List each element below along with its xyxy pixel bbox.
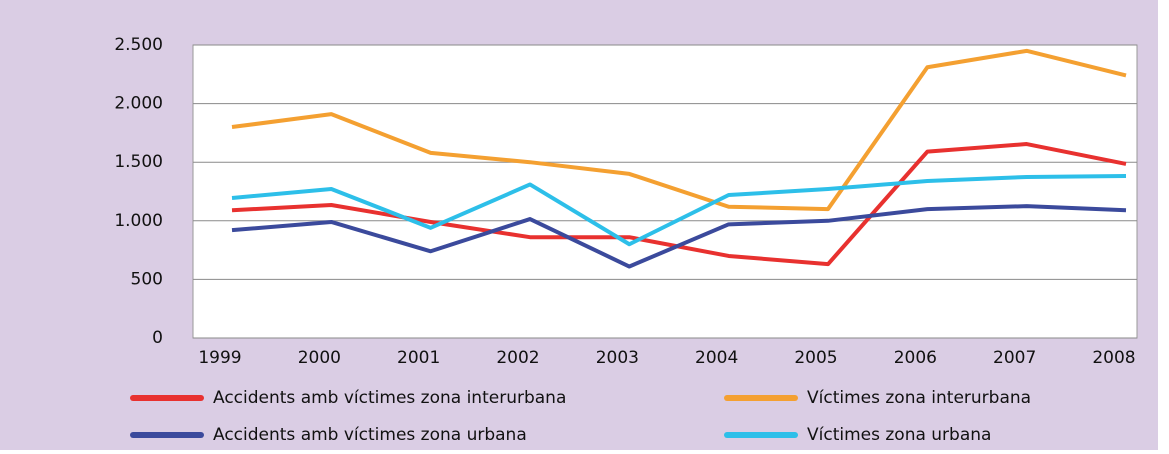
x-tick-label: 2004	[695, 348, 738, 368]
plot-area	[192, 44, 1138, 339]
x-tick-label: 2000	[298, 348, 341, 368]
x-tick-label: 2003	[596, 348, 639, 368]
series-line	[231, 204, 1127, 269]
x-tick-label: 2002	[496, 348, 539, 368]
legend-label: Víctimes zona interurbana	[807, 388, 1031, 408]
legend-label: Víctimes zona urbana	[807, 425, 991, 445]
y-tick-label: 1.500	[114, 152, 163, 172]
y-tick-label: 2.000	[114, 94, 163, 114]
legend-label: Accidents amb víctimes zona interurbana	[213, 388, 566, 408]
y-tick-label: 500	[131, 269, 163, 289]
x-tick-label: 2001	[397, 348, 440, 368]
x-tick-label: 1999	[198, 348, 241, 368]
y-tick-label: 1.000	[114, 211, 163, 231]
x-tick-label: 2006	[894, 348, 937, 368]
legend-label: Accidents amb víctimes zona urbana	[213, 425, 527, 445]
x-tick-label: 2007	[993, 348, 1036, 368]
x-tick-label: 2008	[1092, 348, 1135, 368]
series-line	[231, 174, 1127, 247]
y-tick-label: 2.500	[114, 35, 163, 55]
y-tick-label: 0	[152, 328, 163, 348]
x-tick-label: 2005	[794, 348, 837, 368]
series-line	[231, 48, 1127, 212]
